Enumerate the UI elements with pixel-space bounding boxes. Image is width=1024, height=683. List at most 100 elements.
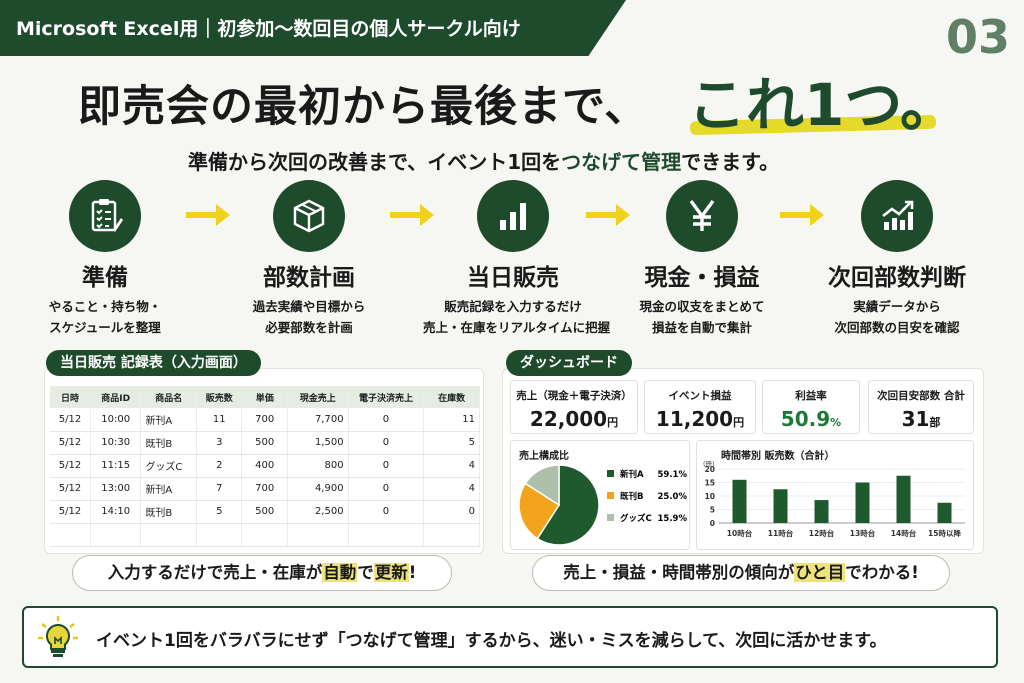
table-cell[interactable]: 0 (423, 500, 480, 524)
lightbulb-icon (38, 616, 78, 657)
table-cell[interactable]: 11:15 (90, 454, 142, 478)
table-cell[interactable] (50, 523, 91, 547)
table-cell[interactable]: 0 (348, 431, 425, 455)
table-cell[interactable]: 700 (241, 408, 288, 432)
y-tick-label: 20 (705, 465, 715, 474)
table-cell[interactable]: 0 (348, 500, 425, 524)
table-cell[interactable]: 5/12 (50, 500, 91, 524)
table-cell[interactable]: 既刊B (140, 500, 198, 524)
bottom-message-box (22, 606, 998, 668)
table-cell[interactable] (423, 523, 480, 547)
table-cell[interactable]: 500 (241, 500, 288, 524)
table-cell[interactable]: 10:30 (90, 431, 142, 455)
table-cell[interactable]: 11 (423, 408, 480, 432)
table-cell[interactable]: 1,500 (287, 431, 349, 455)
table-cell[interactable]: 10:00 (90, 408, 142, 432)
table-cell[interactable]: 5/12 (50, 477, 91, 501)
table-cell[interactable] (90, 523, 142, 547)
page-number: 03 (945, 10, 1010, 64)
table-cell[interactable]: 500 (241, 431, 288, 455)
table-cell[interactable]: 3 (196, 431, 243, 455)
kpi-number: 31 (901, 407, 930, 431)
pie-slice (518, 482, 561, 540)
table-cell[interactable]: 0 (348, 408, 425, 432)
hourly-bar-chart: (冊) 0 5 10 15 20 10時台 11時台 12時台 13時台 14時台 15時以降 (703, 460, 965, 538)
table-cell[interactable]: 既刊B (140, 431, 198, 455)
bar-chart-icon (477, 180, 549, 252)
table-cell[interactable]: 2 (196, 454, 243, 478)
column-header: 単価 (241, 386, 288, 408)
x-tick-label: 15時以降 (928, 528, 961, 538)
y-tick-label: 5 (710, 506, 715, 515)
table-cell[interactable]: 11 (196, 408, 243, 432)
legend-value: 25.0% (658, 492, 688, 502)
step-desc: 販売記録を入力するだけ (444, 299, 582, 314)
table-cell[interactable]: 5/12 (50, 408, 91, 432)
table-cell[interactable]: 14:10 (90, 500, 142, 524)
table-cell[interactable] (241, 523, 288, 547)
callout-highlight: 更新 (373, 563, 409, 582)
dashboard-callout: 売上・損益・時間帯別の傾向がひと目でわかる! (532, 555, 950, 591)
table-cell[interactable]: 新刊A (140, 408, 198, 432)
y-tick-label: 10 (705, 492, 715, 501)
step-desc: 次回部数の目安を確認 (834, 320, 960, 335)
arrow-right-icon (390, 204, 434, 226)
table-cell[interactable]: 0 (348, 454, 425, 478)
step-title: 現金・損益 (644, 265, 760, 291)
table-cell[interactable]: 5/12 (50, 454, 91, 478)
bar (855, 482, 870, 523)
table-cell[interactable]: 新刊A (140, 477, 198, 501)
sales-record-table: 日時 商品ID 商品名 販売数 単価 現金売上 電子決済売上 在庫数 5/12 1… (50, 386, 480, 547)
table-cell[interactable] (287, 523, 349, 547)
table-cell[interactable]: 5/12 (50, 431, 91, 455)
table-cell[interactable]: 700 (241, 477, 288, 501)
subheadline-part: できます。 (681, 150, 780, 174)
table-cell[interactable]: 4 (423, 454, 480, 478)
callout-text: で (357, 563, 374, 582)
table-cell[interactable]: グッズC (140, 454, 198, 478)
column-header: 商品ID (90, 386, 142, 408)
bar (773, 489, 788, 523)
legend-label: 新刊A (620, 469, 644, 480)
table-cell[interactable]: 13:00 (90, 477, 142, 501)
dashboard-label: ダッシュボード (506, 350, 632, 376)
box-icon (273, 180, 345, 252)
x-tick-label: 11時台 (768, 528, 794, 538)
subheadline-emphasis: つなげて管理 (561, 150, 682, 174)
table-cell[interactable]: 4,900 (287, 477, 349, 501)
table-cell[interactable] (196, 523, 243, 547)
kpi-unit: 部 (929, 416, 941, 429)
sales-record-callout: 入力するだけで売上・在庫が自動で更新! (72, 555, 452, 591)
table-cell[interactable]: 2,500 (287, 500, 349, 524)
pie-chart-title: 売上構成比 (519, 451, 569, 462)
bottom-message: イベント1回をバラバラにせず「つなげて管理」するから、迷い・ミスを減らして、次回… (96, 631, 887, 651)
table-row: 5/12 11:15 グッズC 2 400 800 0 4 (50, 454, 480, 478)
clipboard-checklist-icon (69, 180, 141, 252)
table-cell[interactable]: 0 (348, 477, 425, 501)
table-cell[interactable]: 4 (423, 477, 480, 501)
table-cell[interactable]: 7,700 (287, 408, 349, 432)
headline: 即売会の最初から最後まで、 (78, 82, 649, 132)
table-header-row: 日時 商品ID 商品名 販売数 単価 現金売上 電子決済売上 在庫数 (50, 386, 480, 408)
table-cell[interactable]: 5 (196, 500, 243, 524)
bar (814, 500, 829, 523)
table-row: 5/12 10:00 新刊A 11 700 7,700 0 11 (50, 408, 480, 432)
trend-chart-icon (861, 180, 933, 252)
step-desc: 損益を自動で集計 (651, 320, 752, 335)
table-row-empty[interactable] (50, 523, 480, 547)
table-cell[interactable]: 800 (287, 454, 349, 478)
table-cell[interactable] (348, 523, 425, 547)
table-cell[interactable]: 5 (423, 431, 480, 455)
callout-highlight: 自動 (322, 563, 358, 582)
table-cell[interactable] (140, 523, 198, 547)
legend-swatch (607, 492, 614, 499)
callout-text: 入力するだけで売上・在庫が (107, 563, 323, 582)
column-header: 在庫数 (423, 386, 480, 408)
legend-value: 59.1% (658, 470, 688, 480)
column-header: 販売数 (196, 386, 243, 408)
hourly-sales-card: 時間帯別 販売数（合計） (冊) 0 5 10 15 20 10時台 11時台 12時台 13時台… (696, 440, 974, 550)
column-header: 現金売上 (287, 386, 349, 408)
table-cell[interactable]: 400 (241, 454, 288, 478)
table-cell[interactable]: 7 (196, 477, 243, 501)
kpi-profit: イベント損益 11,200円 (644, 380, 756, 434)
